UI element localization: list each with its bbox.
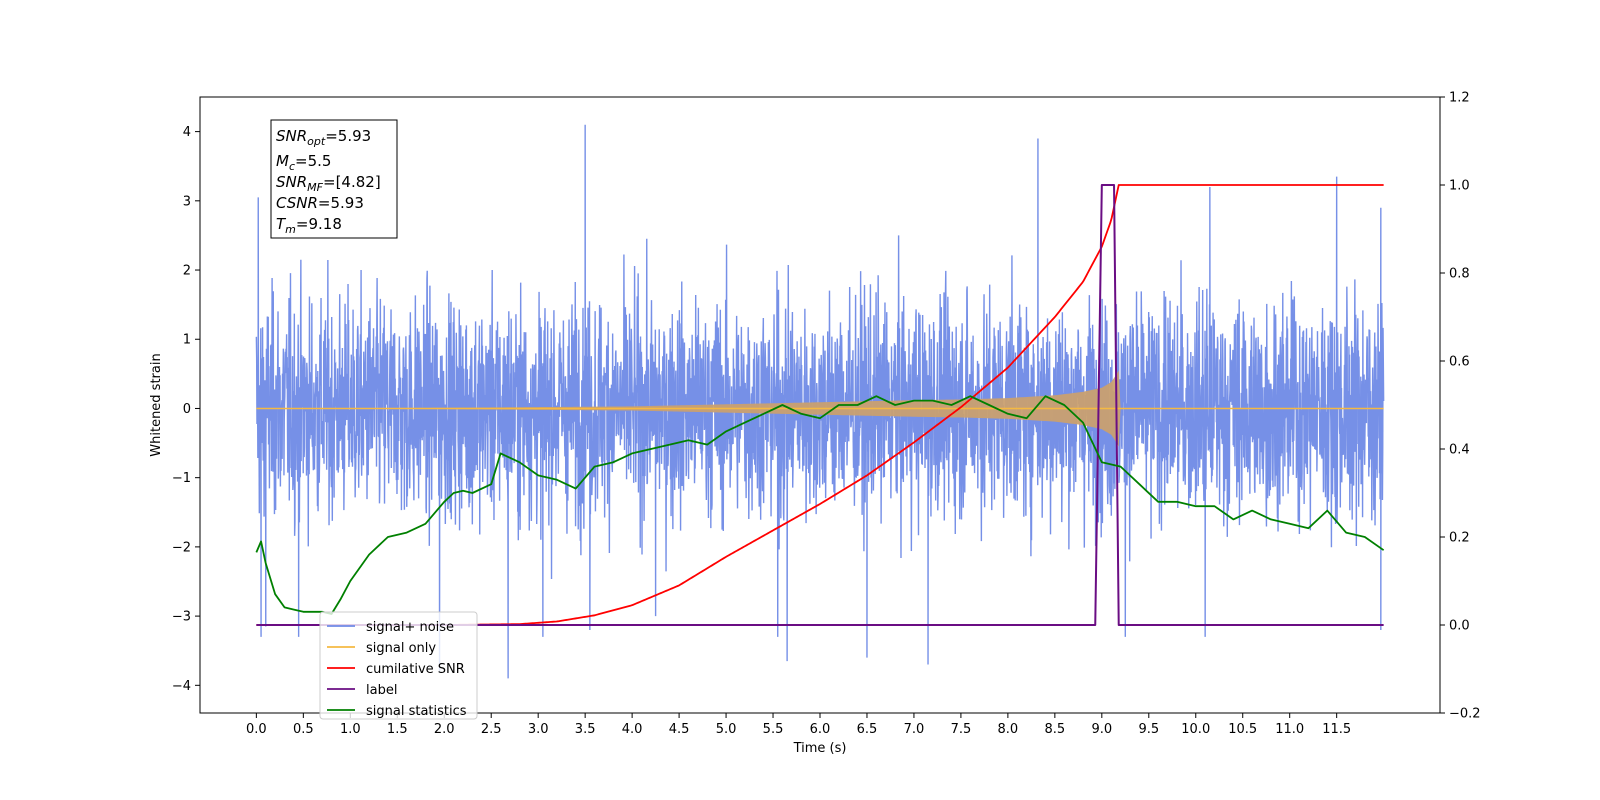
annotation-snr-opt: SNRopt=5.93 [276, 127, 371, 148]
legend-items: signal+ noise signal only cumilative SNR la… [327, 620, 467, 719]
legend-label: signal+ noise [366, 620, 454, 635]
y-right-tick-label: 1.0 [1449, 179, 1470, 194]
annotation-mc: Mc=5.5 [276, 152, 331, 173]
x-tick-label: 4.5 [669, 722, 690, 737]
legend-item: signal statistics [327, 704, 467, 719]
series-signal-statistics [255, 395, 1385, 615]
y-left-tick-label: 1 [183, 333, 191, 348]
y-axis-left: −4 −3 −2 −1 0 1 2 3 4 [172, 125, 200, 694]
x-axis-label: Time (s) [793, 741, 847, 756]
annotation-frame [270, 119, 398, 239]
y-right-tick-label: −0.2 [1449, 707, 1481, 722]
x-tick-label: 5.5 [763, 722, 784, 737]
series-signal-only [256, 370, 1384, 447]
x-tick-label: 11.5 [1322, 722, 1351, 737]
legend-item: cumilative SNR [327, 662, 465, 677]
x-tick-label: 10.0 [1181, 722, 1210, 737]
y-axis-right: −0.2 0.0 0.2 0.4 0.6 0.8 1.0 1.2 [1440, 91, 1481, 722]
annotation-tm: Tm=9.18 [276, 215, 342, 236]
x-tick-label: 2.0 [434, 722, 455, 737]
x-tick-label: 3.5 [575, 722, 596, 737]
signal-noise-line [255, 124, 1385, 679]
x-tick-label: 9.5 [1138, 722, 1159, 737]
legend-label: label [366, 683, 397, 698]
legend-item: signal+ noise [327, 620, 454, 635]
y-left-tick-label: −2 [172, 540, 191, 555]
x-tick-label: 7.5 [951, 722, 972, 737]
y-left-tick-label: −4 [172, 679, 191, 694]
y-right-tick-label: 0.0 [1449, 619, 1470, 634]
y-right-tick-label: 0.6 [1449, 355, 1470, 370]
x-axis: 0.0 0.5 1.0 1.5 2.0 2.5 3.0 3.5 4.0 4.5 5.0 5.5 6.0 6… [246, 713, 1351, 737]
x-tick-label: 8.0 [998, 722, 1019, 737]
x-tick-label: 4.0 [622, 722, 643, 737]
x-tick-label: 1.0 [340, 722, 361, 737]
legend-item: label [327, 683, 397, 698]
legend: signal+ noise signal only cumilative SNR la… [319, 611, 478, 720]
x-tick-label: 6.5 [857, 722, 878, 737]
legend-item: signal only [327, 641, 436, 656]
legend-label: signal statistics [366, 704, 467, 719]
annotation-snr-mf: SNRMF=[4.82] [276, 173, 381, 194]
y-right-tick-label: 0.8 [1449, 267, 1470, 282]
series-label [256, 184, 1384, 626]
x-tick-label: 10.5 [1228, 722, 1257, 737]
x-tick-label: 11.0 [1275, 722, 1304, 737]
annotation-box: SNRopt=5.93 Mc=5.5 SNRMF=[4.82] CSNR=5.9… [270, 119, 398, 239]
y-axis-left-label: Whitened strain [149, 353, 164, 456]
x-tick-label: 8.5 [1045, 722, 1066, 737]
label-line [256, 184, 1384, 626]
y-right-tick-label: 0.4 [1449, 443, 1470, 458]
y-right-tick-label: 0.2 [1449, 531, 1470, 546]
x-tick-label: 2.5 [481, 722, 502, 737]
x-tick-label: 1.5 [387, 722, 408, 737]
y-left-tick-label: −3 [172, 610, 191, 625]
x-tick-label: 0.0 [246, 722, 267, 737]
y-left-tick-label: −1 [172, 471, 191, 486]
series-signal-noise [255, 124, 1385, 679]
x-tick-label: 5.0 [716, 722, 737, 737]
y-left-tick-label: 4 [183, 125, 191, 140]
x-tick-label: 7.0 [904, 722, 925, 737]
legend-frame [319, 611, 478, 720]
y-left-tick-label: 0 [183, 402, 191, 417]
x-tick-label: 0.5 [293, 722, 314, 737]
y-left-tick-label: 2 [183, 264, 191, 279]
x-tick-label: 6.0 [810, 722, 831, 737]
signal-statistics-line [255, 395, 1385, 615]
x-tick-label: 9.0 [1091, 722, 1112, 737]
y-left-tick-label: 3 [183, 194, 191, 209]
x-tick-label: 3.0 [528, 722, 549, 737]
annotation-csnr: CSNR=5.93 [276, 194, 364, 212]
legend-label: cumilative SNR [366, 662, 465, 677]
legend-label: signal only [366, 641, 436, 656]
y-right-tick-label: 1.2 [1449, 91, 1470, 106]
